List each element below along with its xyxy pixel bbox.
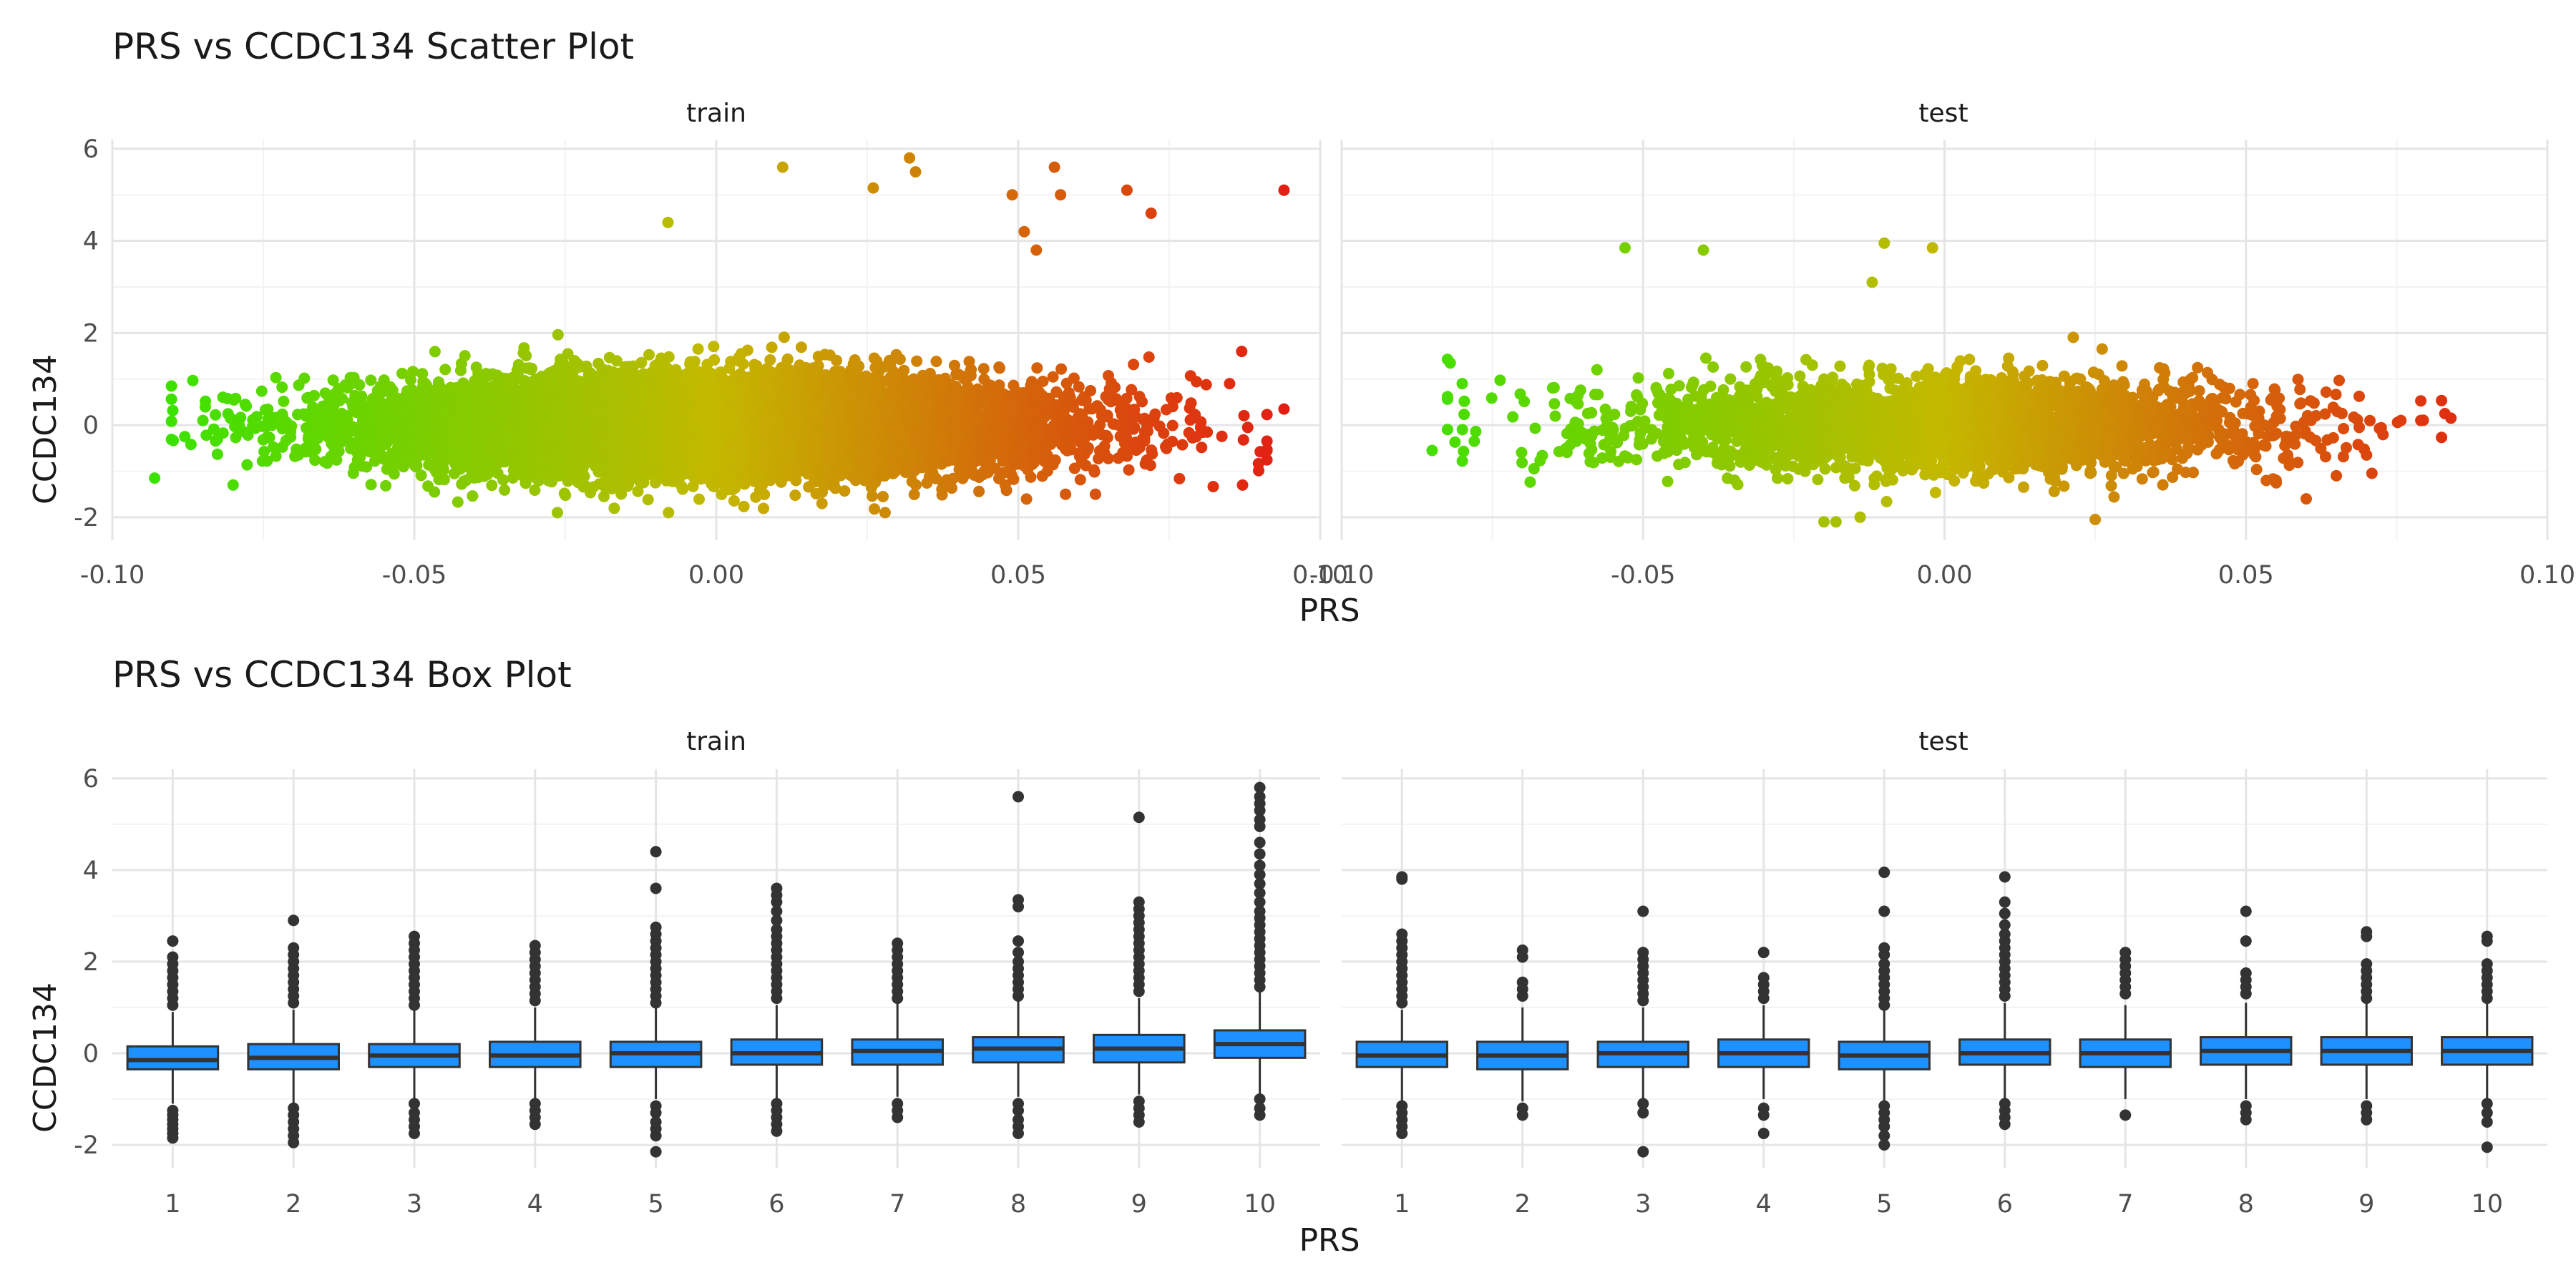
scatter-point <box>165 380 177 392</box>
scatter-point <box>608 502 620 514</box>
scatter-x-tick-label: -0.05 <box>382 561 447 590</box>
scatter-point <box>692 343 704 355</box>
scatter-point <box>977 363 990 375</box>
scatter-point <box>365 374 377 386</box>
scatter-point <box>327 374 339 386</box>
scatter-point <box>728 495 740 507</box>
scatter-point <box>165 393 177 405</box>
scatter-point <box>1041 465 1053 477</box>
scatter-point <box>867 490 878 502</box>
scatter-plot-title: PRS vs CCDC134 Scatter Plot <box>112 26 634 67</box>
scatter-point <box>778 331 790 343</box>
scatter-y-axis-title: CCDC134 <box>27 354 64 504</box>
scatter-point <box>738 500 750 512</box>
scatter-point <box>1047 371 1059 383</box>
scatter-x-axis-title: PRS <box>1299 592 1360 629</box>
scatter-point <box>758 502 769 514</box>
scatter-point <box>187 374 199 386</box>
scatter-point <box>1216 430 1228 442</box>
scatter-point <box>380 479 392 492</box>
scatter-point <box>467 490 479 502</box>
scatter-x-tick-label: -0.10 <box>80 561 145 590</box>
scatter-panel-test-label: test <box>1918 99 1968 128</box>
scatter-point <box>429 346 441 358</box>
scatter-point <box>973 485 985 497</box>
scatter-point <box>452 496 464 508</box>
scatter-point <box>1128 358 1140 371</box>
scatter-point <box>592 357 605 369</box>
scatter-point <box>1261 409 1273 421</box>
scatter-panel-train: -0.10 -0.05 0.00 0.05 0.10 <box>80 140 1348 590</box>
scatter-point <box>879 507 891 519</box>
scatter-point <box>1237 434 1249 446</box>
scatter-point <box>1020 493 1033 505</box>
scatter-point <box>1089 488 1101 500</box>
scatter-point <box>255 385 268 397</box>
scatter-panel-train-label: train <box>686 99 746 128</box>
scatter-point <box>663 507 675 519</box>
scatter-point <box>642 494 654 506</box>
scatter-point <box>1166 419 1179 431</box>
scatter-x-tick-label: 0.05 <box>990 561 1046 590</box>
scatter-point <box>693 493 705 505</box>
scatter-point <box>552 328 564 341</box>
scatter-x-tick-label: 0.00 <box>688 561 744 590</box>
scatter-point <box>1123 464 1135 476</box>
scatter-point <box>276 381 288 394</box>
scatter-point <box>963 356 975 368</box>
scatter-point <box>365 479 377 491</box>
scatter-x-tick-label: 0.10 <box>1292 561 1348 590</box>
scatter-point <box>241 459 253 471</box>
scatter-point <box>211 448 223 460</box>
